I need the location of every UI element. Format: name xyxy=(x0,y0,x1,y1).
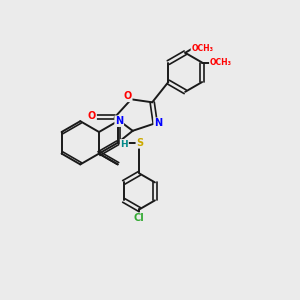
Text: O: O xyxy=(124,91,132,101)
Text: N: N xyxy=(154,118,162,128)
Text: N: N xyxy=(115,116,123,126)
Text: O: O xyxy=(88,111,96,121)
Text: OCH₃: OCH₃ xyxy=(191,44,213,53)
Text: S: S xyxy=(136,138,143,148)
Text: OCH₃: OCH₃ xyxy=(210,58,232,67)
Text: Cl: Cl xyxy=(134,213,145,223)
Text: H: H xyxy=(121,140,128,149)
